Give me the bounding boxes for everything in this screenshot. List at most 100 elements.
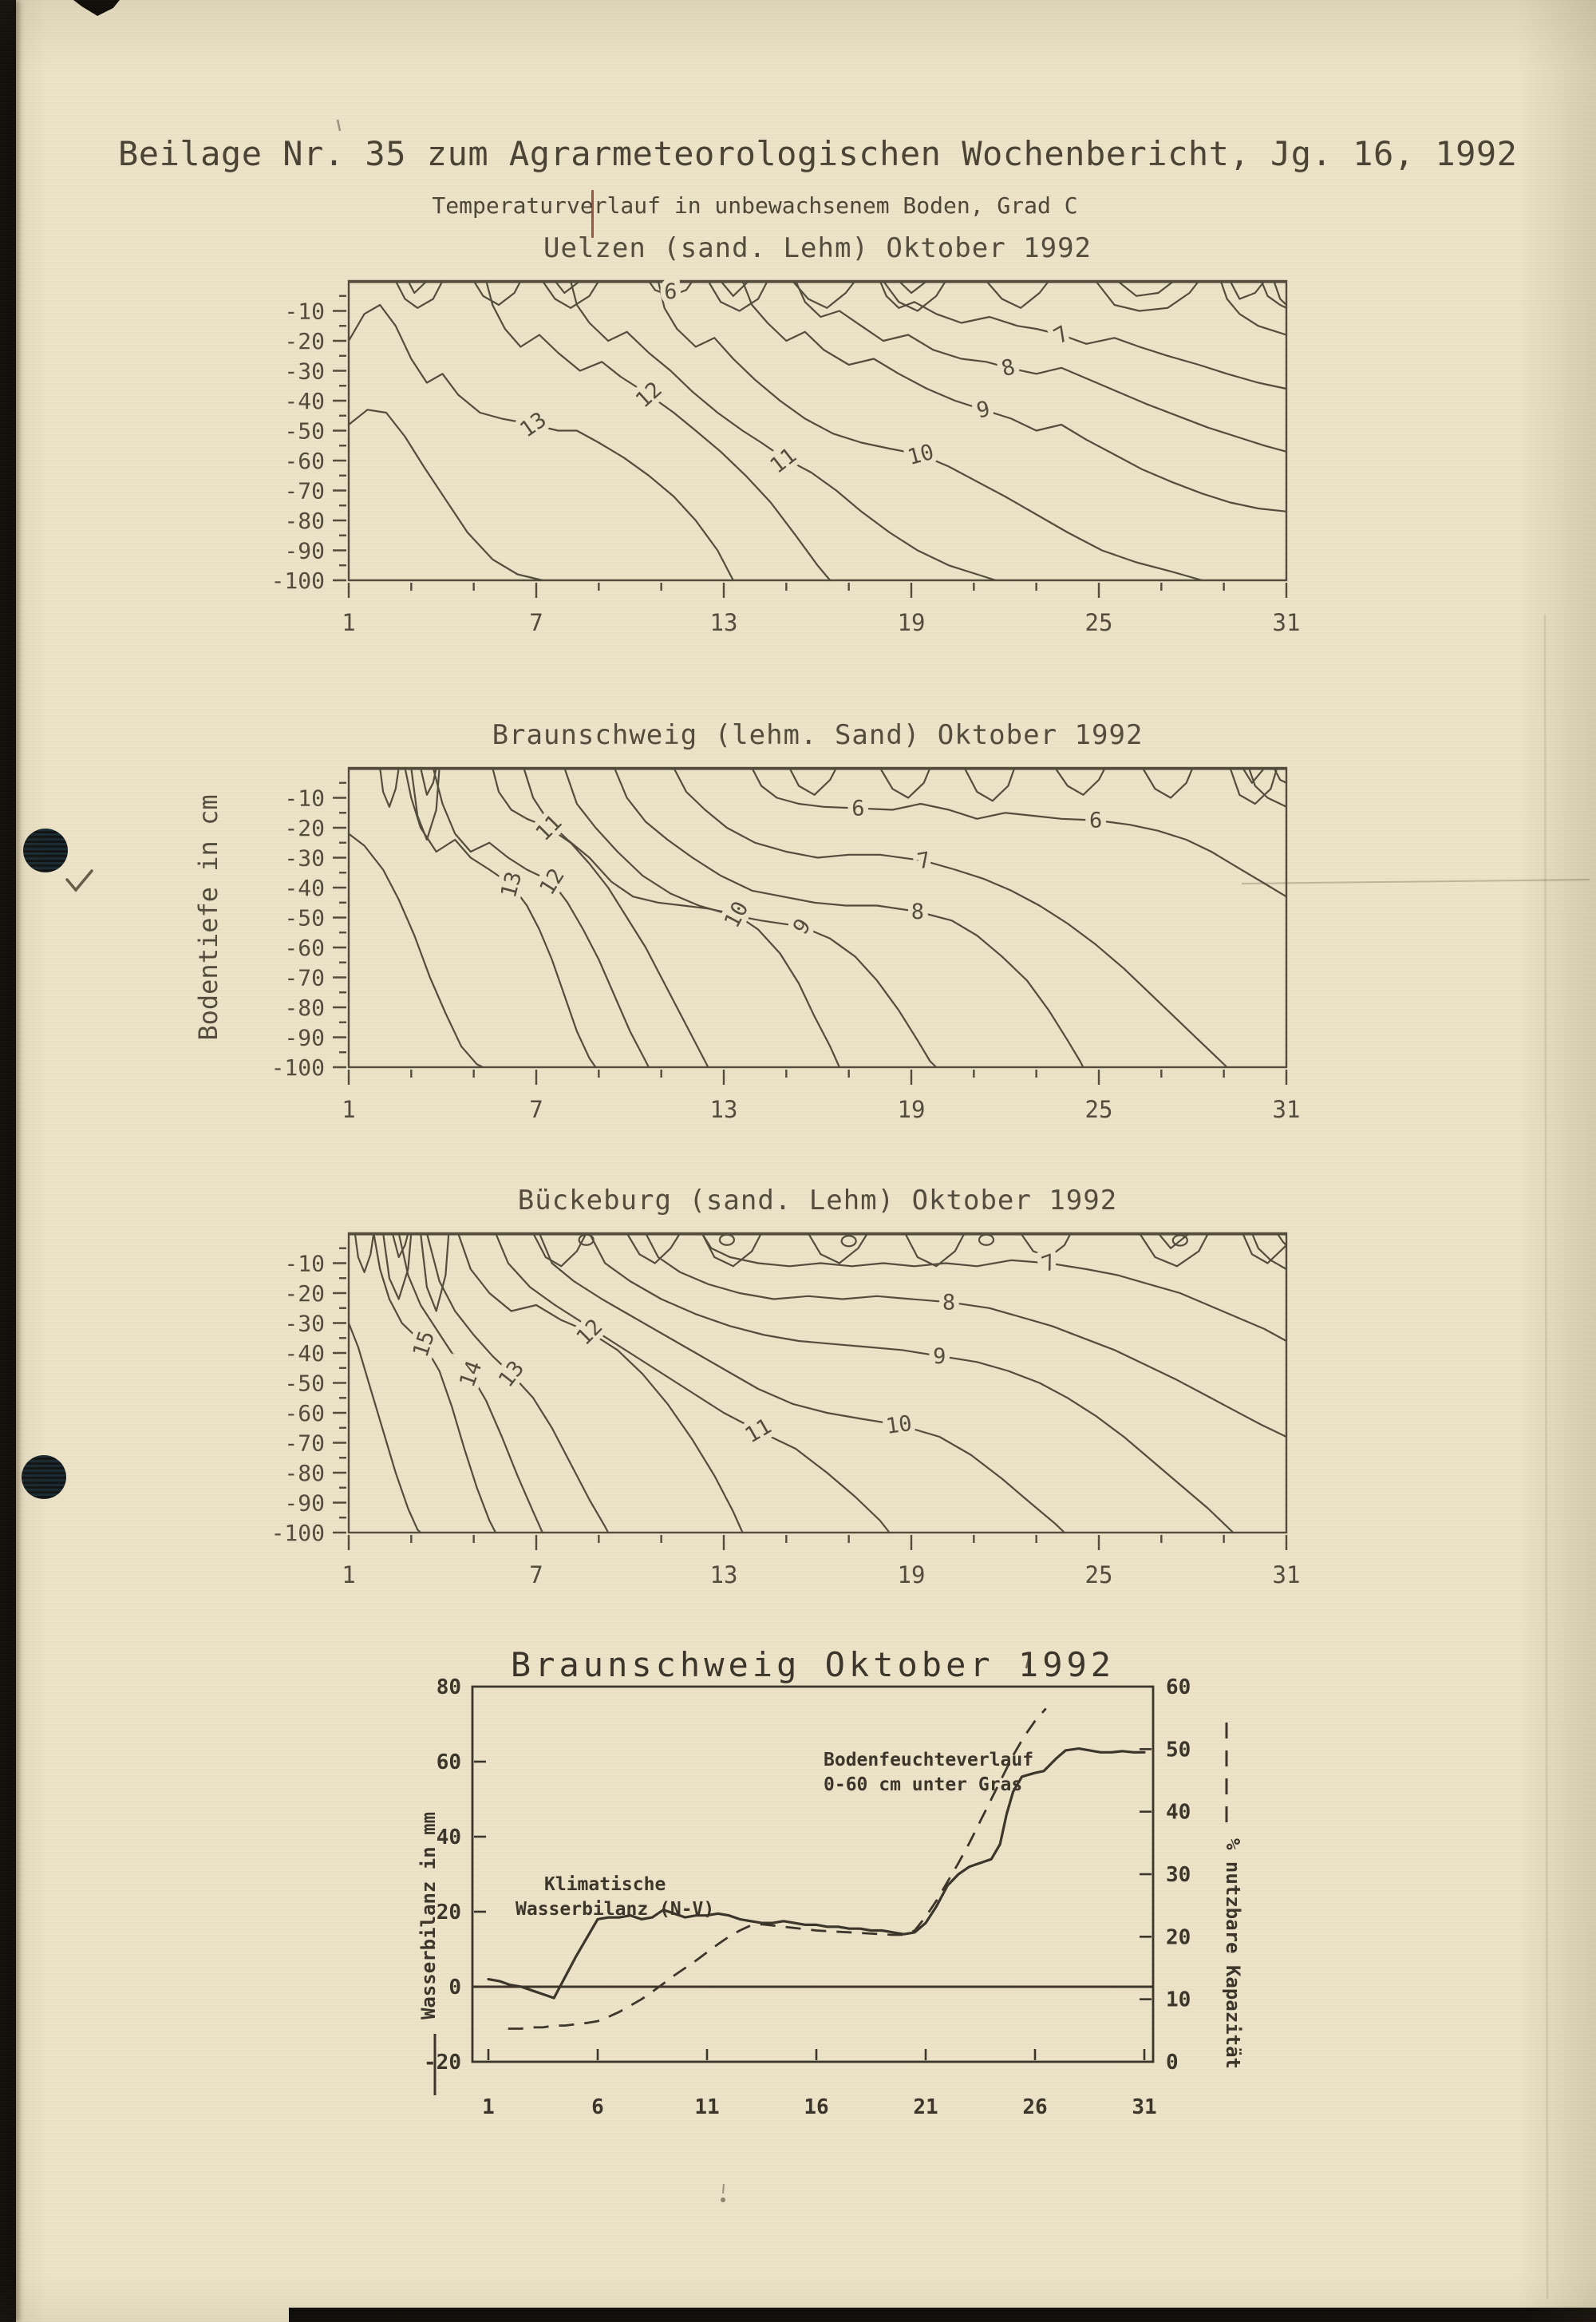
svg-text:12: 12 — [535, 864, 570, 900]
plot-frame — [347, 1232, 1288, 1534]
svg-text:10: 10 — [884, 1411, 914, 1439]
svg-text:-60: -60 — [284, 448, 325, 474]
contour-chart-braunschweig: Braunschweig (lehm. Sand) Oktober 1992 -1… — [193, 719, 1300, 1123]
contour-lines — [347, 279, 1288, 582]
svg-text:-70: -70 — [284, 965, 325, 991]
svg-text:31: 31 — [1273, 1096, 1301, 1123]
svg-text:7: 7 — [529, 1561, 543, 1588]
svg-text:10: 10 — [720, 897, 754, 932]
svg-text:-60: -60 — [284, 935, 325, 961]
margin-check-mark — [65, 869, 93, 892]
svg-text:8: 8 — [911, 900, 924, 924]
svg-text:-40: -40 — [284, 1340, 325, 1367]
svg-text:13: 13 — [496, 869, 527, 900]
svg-text:-20: -20 — [284, 815, 325, 841]
legend: Bodenfeuchteverlauf 0-60 cm unter Gras Kli… — [516, 1750, 1033, 1920]
svg-text:-100: -100 — [271, 568, 325, 594]
svg-text:-80: -80 — [284, 1460, 325, 1486]
svg-text:-70: -70 — [284, 478, 325, 504]
svg-text:-50: -50 — [284, 1371, 325, 1397]
svg-text:-90: -90 — [284, 1490, 325, 1517]
scan-bottom-edge — [289, 2308, 1596, 2322]
svg-text:7: 7 — [529, 1096, 543, 1123]
svg-text:12: 12 — [631, 377, 667, 413]
svg-text:80: 80 — [437, 1675, 461, 1699]
plot-frame — [471, 1685, 1155, 2063]
chart-title: Uelzen (sand. Lehm) Oktober 1992 — [543, 232, 1092, 264]
svg-text:-30: -30 — [284, 1311, 325, 1337]
document-subtitle: Temperaturverlauf in unbewachsenem Boden… — [432, 192, 1078, 219]
svg-text:13: 13 — [516, 407, 551, 442]
contour-lines — [347, 766, 1288, 1069]
svg-text:-20: -20 — [424, 2051, 461, 2075]
svg-text:25: 25 — [1085, 1096, 1113, 1123]
svg-text:7: 7 — [915, 848, 932, 874]
chart-title: Braunschweig (lehm. Sand) Oktober 1992 — [492, 719, 1144, 751]
svg-text:20: 20 — [1166, 1925, 1191, 1949]
svg-text:-50: -50 — [284, 418, 325, 445]
svg-text:6: 6 — [591, 2095, 604, 2119]
svg-text:Bodenfeuchteverlauf: Bodenfeuchteverlauf — [824, 1750, 1033, 1770]
svg-text:-40: -40 — [284, 388, 325, 414]
svg-text:-100: -100 — [271, 1054, 325, 1081]
document-title: Beilage Nr. 35 zum Agrarmeteorologischen… — [118, 134, 1518, 173]
svg-text:21: 21 — [913, 2095, 938, 2119]
svg-text:-70: -70 — [284, 1430, 325, 1457]
punch-hole-top — [23, 829, 68, 872]
svg-text:1: 1 — [342, 609, 355, 636]
svg-text:13: 13 — [710, 1561, 738, 1588]
svg-text:1: 1 — [342, 1561, 355, 1588]
svg-text:-90: -90 — [284, 1025, 325, 1051]
svg-text:19: 19 — [898, 1561, 926, 1588]
series-bodenfeuchteverlauf — [508, 1707, 1047, 2030]
svg-text:-80: -80 — [284, 508, 325, 534]
svg-text:40: 40 — [437, 1826, 461, 1849]
svg-text:11: 11 — [531, 810, 567, 846]
left-axis-caption: Wasserbilanz in mm — [417, 1812, 440, 2019]
svg-text:-30: -30 — [284, 845, 325, 872]
svg-text:9: 9 — [974, 397, 992, 424]
svg-text:10: 10 — [905, 440, 936, 470]
svg-text:0: 0 — [448, 1976, 461, 2000]
chart-title: Braunschweig Oktober 1992 — [511, 1645, 1115, 1684]
svg-text:1: 1 — [482, 2095, 495, 2119]
svg-text:-100: -100 — [271, 1520, 325, 1546]
svg-text:-80: -80 — [284, 995, 325, 1021]
svg-text:-10: -10 — [284, 299, 325, 325]
svg-text:31: 31 — [1132, 2095, 1156, 2119]
contour-chart-bückeburg: Bückeburg (sand. Lehm) Oktober 1992 -10 -2… — [271, 1185, 1301, 1588]
svg-text:-20: -20 — [284, 328, 325, 354]
plot-frame — [347, 279, 1288, 582]
svg-text:10: 10 — [1166, 1988, 1191, 2012]
svg-text:6: 6 — [851, 797, 864, 821]
axes: -10 -20 -30 -40 -50 -60 -70 -80 -90 -100 1 7 13 19 25 3… — [271, 295, 1301, 636]
series-klimatische-wasserbilanz — [487, 1747, 1146, 2000]
svg-text:-20: -20 — [284, 1280, 325, 1307]
y-axis-caption: Bodentiefe in cm — [193, 794, 223, 1040]
svg-text:50: 50 — [1166, 1738, 1191, 1762]
svg-text:-50: -50 — [284, 905, 325, 932]
right-axis-caption: % nutzbare Kapazität — [1222, 1838, 1244, 2069]
svg-text:31: 31 — [1273, 609, 1301, 636]
svg-text:6: 6 — [1089, 809, 1102, 833]
svg-text:-90: -90 — [284, 538, 325, 564]
svg-text:7: 7 — [1049, 321, 1073, 349]
pen-stroke-mark — [591, 190, 594, 238]
svg-text:9: 9 — [788, 914, 816, 939]
svg-text:60: 60 — [437, 1750, 461, 1774]
svg-text:13: 13 — [710, 1096, 738, 1123]
svg-text:8: 8 — [999, 354, 1018, 382]
svg-text:-10: -10 — [284, 785, 325, 812]
svg-text:9: 9 — [933, 1344, 946, 1369]
svg-text:16: 16 — [804, 2095, 828, 2119]
svg-text:-60: -60 — [284, 1400, 325, 1426]
punch-hole-bottom — [22, 1455, 66, 1499]
scan-marks — [65, 119, 1590, 2300]
contour-lines — [347, 1232, 1288, 1534]
svg-text:7: 7 — [529, 609, 543, 636]
svg-text:20: 20 — [437, 1901, 461, 1924]
